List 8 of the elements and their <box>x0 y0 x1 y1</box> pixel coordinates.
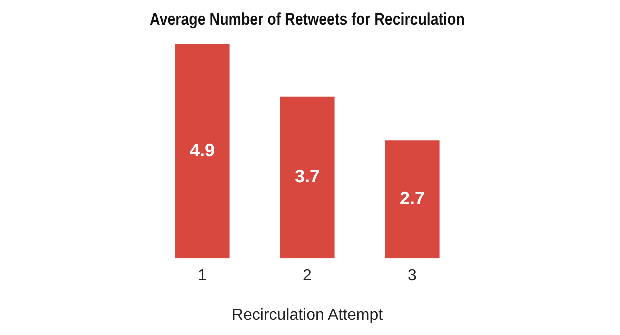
data-label: 2.7 <box>400 188 426 209</box>
data-label: 3.7 <box>294 166 320 187</box>
x-tick-label: 3 <box>408 268 418 285</box>
chart-title: Average Number of Retweets for Recirculation <box>150 10 465 30</box>
data-label: 4.9 <box>190 140 216 160</box>
x-tick-label: 2 <box>303 268 312 285</box>
x-axis-title: Recirculation Attempt <box>232 306 384 324</box>
x-tick-label: 1 <box>198 268 208 285</box>
